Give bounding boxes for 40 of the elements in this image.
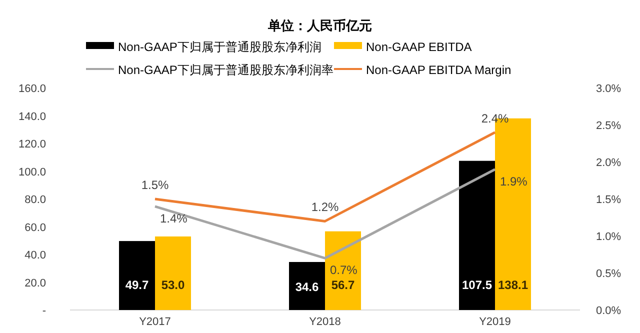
y2-tick-label: 2.5% <box>596 120 622 132</box>
y-tick-label: 20.0 <box>24 277 46 290</box>
data-label: 1.5% <box>141 178 169 192</box>
chart-subtitle: 单位：人民币亿元 <box>267 18 372 33</box>
y2-tick-label: 0.0% <box>596 305 622 317</box>
legend-label: Non-GAAP下归属于普通股股东净利润率 <box>118 63 334 77</box>
data-label: 0.7% <box>330 263 358 278</box>
data-label: 2.4% <box>481 111 509 126</box>
y-tick-label: 140.0 <box>18 110 46 123</box>
data-label: 53.0 <box>161 278 185 292</box>
data-label: 1.4% <box>160 211 188 226</box>
y2-tick-label: 1.0% <box>596 231 622 243</box>
y2-tick-label: 1.5% <box>596 194 622 206</box>
y-tick-label: - <box>42 305 46 317</box>
x-tick-label: Y2017 <box>139 316 171 328</box>
data-label: 107.5 <box>462 278 492 292</box>
data-label: 56.7 <box>331 278 355 292</box>
data-label: 138.1 <box>498 278 528 292</box>
x-tick-label: Y2018 <box>309 316 341 328</box>
bar <box>459 160 495 310</box>
legend-label: Non-GAAP EBITDA Margin <box>366 63 512 77</box>
data-label: 1.9% <box>500 174 528 188</box>
y2-tick-label: 2.0% <box>596 157 622 169</box>
y2-tick-label: 3.0% <box>596 83 622 95</box>
bar <box>119 241 155 310</box>
y-tick-label: 40.0 <box>24 250 46 262</box>
y2-tick-label: 0.5% <box>596 268 622 280</box>
y-tick-label: 120.0 <box>18 138 46 150</box>
bar <box>155 236 191 310</box>
x-tick-label: Y2019 <box>479 316 511 328</box>
y-tick-label: 80.0 <box>24 194 46 206</box>
bar <box>289 262 325 310</box>
data-label: 1.2% <box>311 200 339 214</box>
legend-label: Non-GAAP EBITDA <box>366 40 472 54</box>
data-label: 34.6 <box>295 280 319 294</box>
data-label: 49.7 <box>125 278 149 292</box>
y-tick-label: 160.0 <box>18 83 46 95</box>
y-tick-label: 100.0 <box>18 166 46 178</box>
y-tick-label: 60.0 <box>24 222 46 234</box>
legend-label: Non-GAAP下归属于普通股股东净利润 <box>118 40 322 54</box>
